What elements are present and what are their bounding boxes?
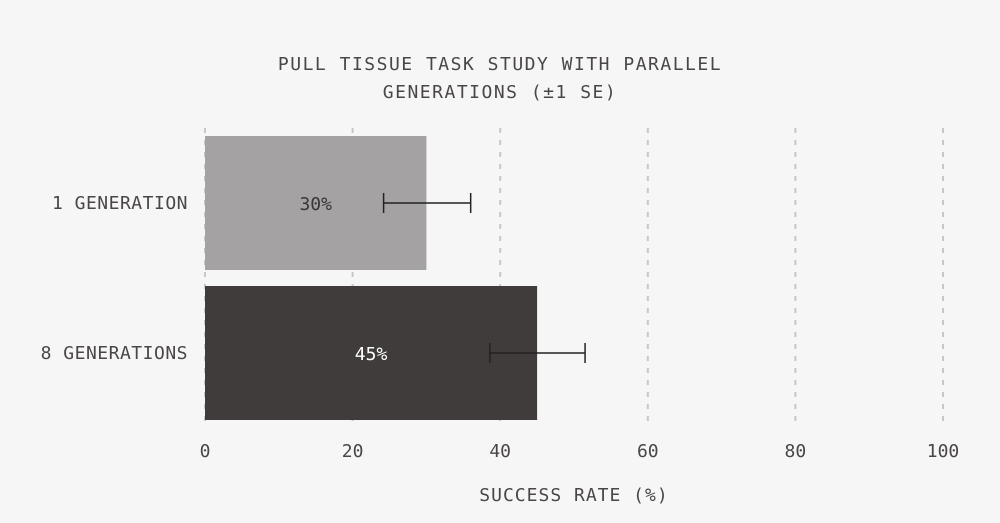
y-category-label: 8 GENERATIONS — [41, 343, 188, 364]
data-label: 30% — [299, 194, 332, 215]
y-category-label: 1 GENERATION — [52, 193, 188, 214]
chart-title-line-2: GENERATIONS (±1 SE) — [383, 82, 617, 103]
data-label: 45% — [355, 344, 388, 365]
x-tick-label: 100 — [927, 441, 960, 462]
x-tick-label: 60 — [637, 441, 659, 462]
x-tick-label: 0 — [200, 441, 211, 462]
x-tick-label: 80 — [785, 441, 807, 462]
bar — [205, 286, 538, 420]
chart-title-line-1: PULL TISSUE TASK STUDY WITH PARALLEL — [278, 54, 722, 75]
x-tick-label: 40 — [489, 441, 511, 462]
x-tick-label: 20 — [342, 441, 364, 462]
x-axis-label: SUCCESS RATE (%) — [479, 485, 668, 506]
